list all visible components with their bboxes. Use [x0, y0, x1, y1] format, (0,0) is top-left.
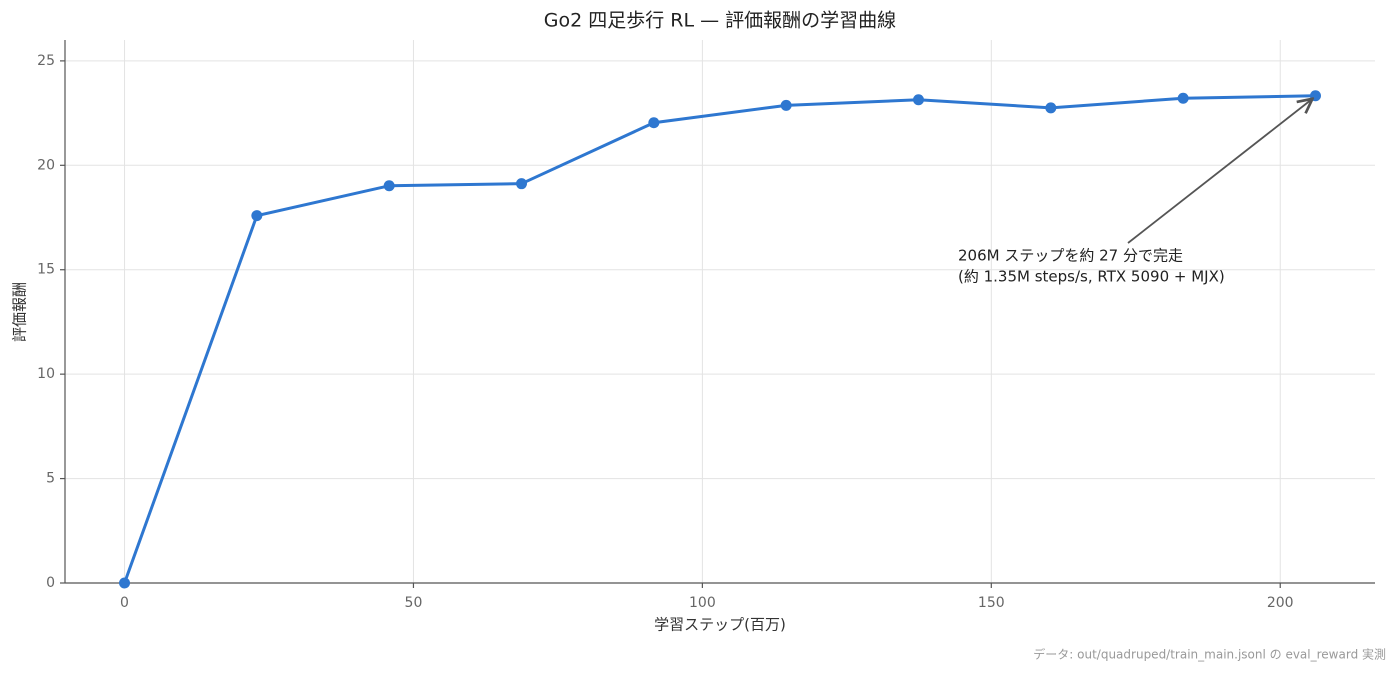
data-point [1177, 92, 1189, 104]
data-point [1045, 102, 1057, 114]
data-point [912, 94, 924, 106]
x-tick-label: 0 [120, 595, 129, 611]
annotation: (約 1.35M steps/s, RTX 5090 + MJX) [958, 268, 1225, 286]
annotation: 206M ステップを約 27 分で完走 [958, 247, 1183, 265]
y-axis-label: 評価報酬 [11, 282, 29, 342]
chart-title: Go2 四足歩行 RL — 評価報酬の学習曲線 [544, 10, 896, 32]
annotation-arrow [1127, 99, 1312, 244]
x-axis-label: 学習ステップ(百万) [654, 616, 786, 634]
data-point [383, 180, 395, 192]
x-tick-label: 100 [689, 595, 716, 611]
y-tick-label: 15 [37, 262, 55, 278]
line-series [123, 94, 1316, 584]
y-tick-label: 5 [46, 471, 55, 487]
x-tick-label: 50 [405, 595, 423, 611]
x-tick-label: 200 [1267, 595, 1294, 611]
y-tick-label: 0 [46, 575, 55, 591]
y-tick-label: 25 [37, 53, 55, 69]
x-tick-label: 150 [978, 595, 1005, 611]
data-point [516, 178, 528, 190]
y-tick-label: 20 [37, 157, 55, 173]
footnote: データ: out/quadruped/train_main.jsonl の ev… [1033, 647, 1386, 662]
data-point [648, 117, 660, 129]
data-point [119, 577, 131, 589]
y-tick-label: 10 [37, 366, 55, 382]
data-point [780, 99, 792, 111]
data-point [251, 210, 263, 222]
